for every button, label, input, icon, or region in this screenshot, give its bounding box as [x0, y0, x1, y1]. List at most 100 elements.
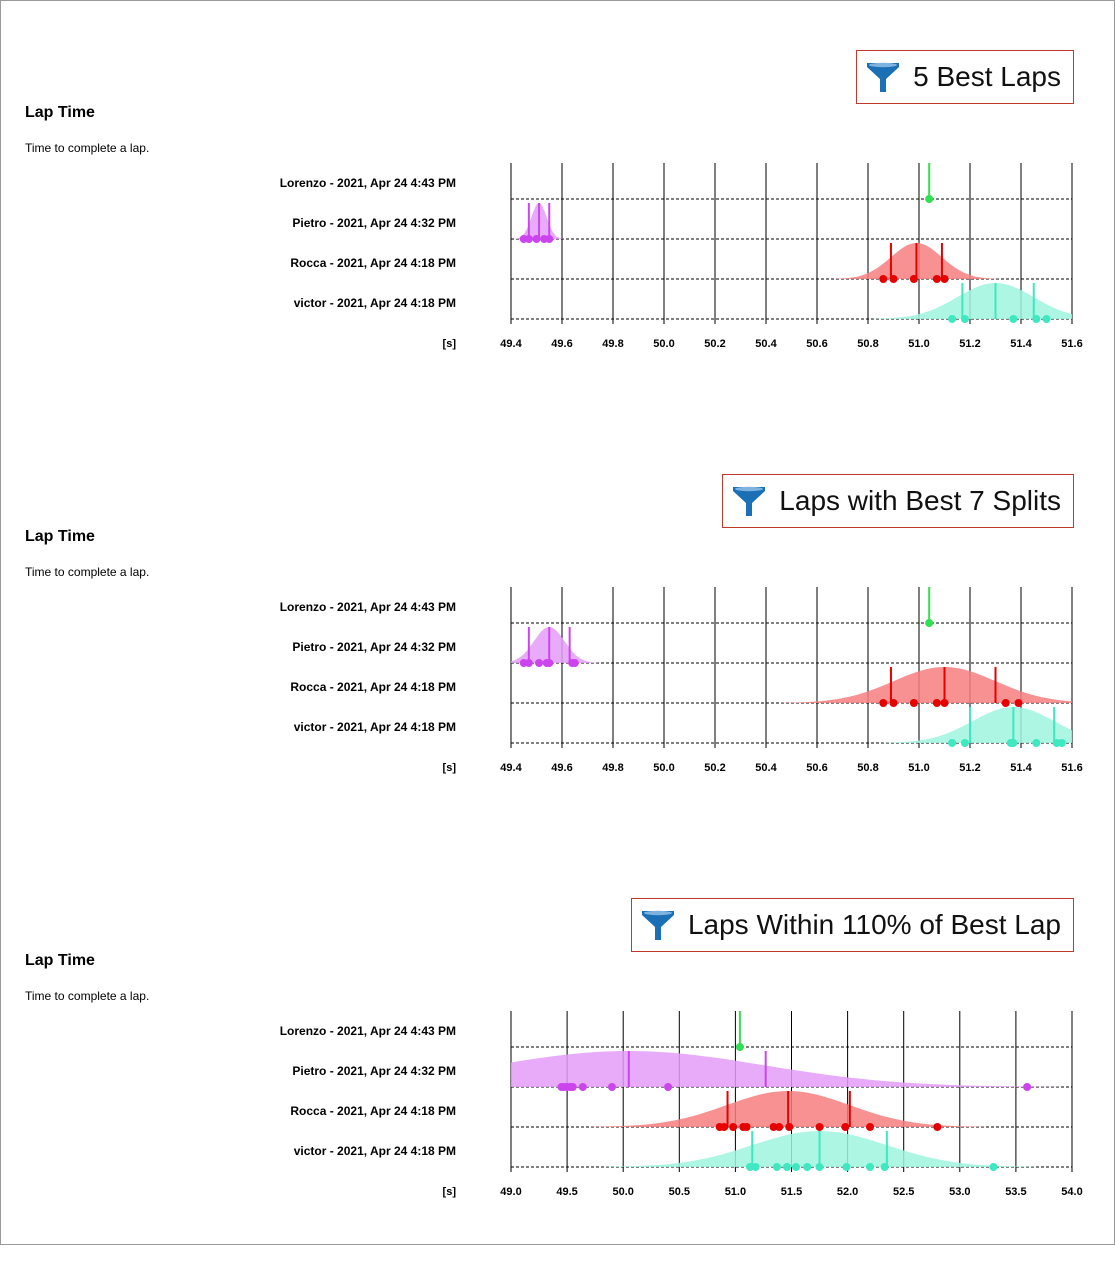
x-tick-label: 49.0 [500, 1186, 521, 1198]
data-point [568, 1083, 577, 1091]
x-tick-label: 50.6 [806, 338, 827, 350]
data-point [1032, 739, 1041, 747]
x-tick-label: 49.6 [551, 338, 572, 350]
x-tick-label: 50.4 [755, 338, 777, 350]
chart-subtitle: Time to complete a lap. [25, 141, 150, 155]
series-label: victor - 2021, Apr 24 4:18 PM [294, 720, 456, 734]
x-tick-label: 50.0 [653, 762, 674, 774]
filter-label: Laps Within 110% of Best Lap [687, 909, 1061, 940]
data-point [1042, 315, 1051, 323]
series-label: Lorenzo - 2021, Apr 24 4:43 PM [280, 600, 456, 614]
x-tick-label: 53.0 [949, 1186, 970, 1198]
data-point [545, 235, 554, 243]
data-point [889, 699, 898, 707]
x-tick-label: 49.6 [551, 762, 572, 774]
data-point [842, 1163, 851, 1171]
data-point [775, 1123, 784, 1131]
distribution-curve [511, 627, 599, 663]
x-tick-label: 50.2 [704, 762, 725, 774]
x-tick-label: 52.0 [837, 1186, 858, 1198]
data-point [1009, 315, 1018, 323]
data-point [664, 1083, 673, 1091]
data-point [880, 1163, 889, 1171]
data-point [545, 659, 554, 667]
data-point [989, 1163, 998, 1171]
lap-time-chart: 49.0 49.5 50.0 50.5 51.0 51.5 52.0 52.5 53.0 53.5… [280, 1011, 1083, 1198]
x-tick-label: 52.5 [893, 1186, 914, 1198]
x-tick-label: 51.2 [959, 762, 980, 774]
distribution-curve [511, 1051, 1060, 1087]
distribution-curve [873, 283, 1072, 319]
chart-subtitle: Time to complete a lap. [25, 565, 150, 579]
series-label: Rocca - 2021, Apr 24 4:18 PM [290, 680, 456, 694]
data-point [751, 1163, 760, 1171]
x-tick-label: 54.0 [1061, 1186, 1082, 1198]
lap-time-chart: 49.4 49.6 49.8 50.0 50.2 50.4 50.6 50.8 51.0 51.2… [280, 587, 1083, 774]
series-label: victor - 2021, Apr 24 4:18 PM [294, 296, 456, 310]
filter-label: Laps with Best 7 Splits [779, 485, 1061, 516]
chart-subtitle: Time to complete a lap. [25, 989, 150, 1003]
data-point [879, 699, 888, 707]
x-tick-label: 49.5 [556, 1186, 577, 1198]
data-point [524, 235, 533, 243]
data-point [879, 275, 888, 283]
x-tick-label: 51.2 [959, 338, 980, 350]
filter-badge[interactable]: Laps Within 110% of Best Lap [630, 898, 1074, 952]
data-point [1057, 739, 1066, 747]
chart-panel-1: 5 Best Laps Lap Time Time to complete a la… [0, 0, 1115, 424]
data-point [933, 1123, 942, 1131]
chart-title: Lap Time [25, 952, 95, 969]
data-point [720, 1123, 729, 1131]
data-point [742, 1123, 751, 1131]
data-point [783, 1163, 792, 1171]
funnel-icon [733, 486, 766, 516]
x-tick-label: 51.4 [1010, 338, 1032, 350]
x-tick-label: 51.0 [908, 338, 929, 350]
x-tick-label: 50.0 [653, 338, 674, 350]
x-tick-label: 50.0 [612, 1186, 633, 1198]
data-point [735, 1043, 744, 1051]
x-tick-label: 51.6 [1061, 338, 1082, 350]
data-point [535, 659, 544, 667]
x-tick-label: 51.0 [725, 1186, 746, 1198]
distribution-curve [781, 667, 1072, 703]
data-point [607, 1083, 616, 1091]
x-tick-label: 50.8 [857, 338, 878, 350]
chart-panel-2: Laps with Best 7 Splits Lap Time Time to c… [0, 424, 1115, 848]
chart-title: Lap Time [25, 104, 95, 121]
x-tick-label: 50.8 [857, 762, 878, 774]
data-point [729, 1123, 738, 1131]
funnel-icon [641, 910, 674, 940]
x-tick-label: 50.6 [806, 762, 827, 774]
x-tick-label: 49.4 [500, 338, 522, 350]
data-point [1014, 699, 1023, 707]
data-point [940, 275, 949, 283]
series-label: Pietro - 2021, Apr 24 4:32 PM [292, 1064, 456, 1078]
data-point [866, 1163, 875, 1171]
data-point [1032, 315, 1041, 323]
data-point [866, 1123, 875, 1131]
x-tick-label: 53.5 [1005, 1186, 1026, 1198]
series-label: Rocca - 2021, Apr 24 4:18 PM [290, 256, 456, 270]
series-label: Lorenzo - 2021, Apr 24 4:43 PM [280, 176, 456, 190]
data-point [932, 275, 941, 283]
data-point [803, 1163, 812, 1171]
x-tick-label: 50.4 [755, 762, 777, 774]
data-point [745, 1163, 754, 1171]
data-point [940, 699, 949, 707]
x-tick-label: 50.5 [669, 1186, 690, 1198]
data-point [960, 315, 969, 323]
data-point [932, 699, 941, 707]
data-point [785, 1123, 794, 1131]
distribution-curve [882, 707, 1072, 743]
data-point [925, 195, 934, 203]
x-tick-label: 51.6 [1061, 762, 1082, 774]
series-label: Pietro - 2021, Apr 24 4:32 PM [292, 216, 456, 230]
x-tick-label: 49.8 [602, 762, 623, 774]
unit-label: [s] [443, 338, 457, 350]
series-label: Pietro - 2021, Apr 24 4:32 PM [292, 640, 456, 654]
data-point [841, 1123, 850, 1131]
filter-badge[interactable]: 5 Best Laps [856, 50, 1074, 104]
filter-badge[interactable]: Laps with Best 7 Splits [722, 474, 1074, 528]
data-point [815, 1123, 824, 1131]
